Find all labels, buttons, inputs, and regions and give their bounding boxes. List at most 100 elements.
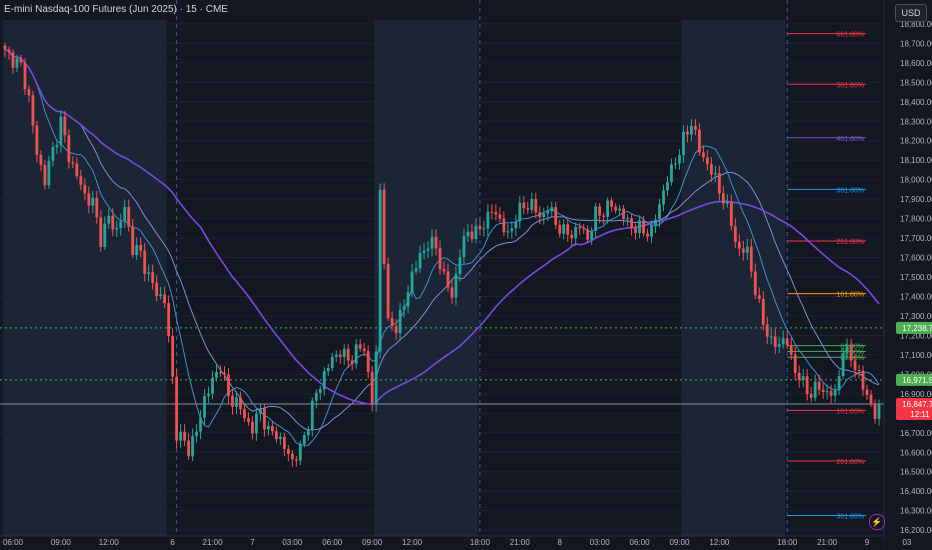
candle-body	[243, 409, 246, 419]
candle-body	[841, 353, 845, 376]
fib-level-label: 261.80%	[836, 459, 864, 466]
candle-body	[857, 370, 861, 372]
candle-body	[278, 436, 282, 440]
candle-body	[873, 404, 877, 419]
chart-title: E-mini Nasdaq-100 Futures (Jun 2025) · 1…	[4, 4, 228, 15]
candle-body	[650, 225, 653, 237]
session-bands	[3, 20, 786, 536]
price-tick-label: 17,600.00	[900, 254, 932, 263]
candle-body	[266, 426, 270, 430]
time-tick-label: 6	[170, 538, 175, 547]
candle-body	[678, 155, 681, 164]
price-tick-label: 16,200.00	[900, 526, 932, 535]
session-band	[3, 20, 167, 536]
lightning-icon[interactable]: ⚡	[869, 514, 885, 530]
candle-body	[861, 370, 865, 390]
currency-button[interactable]: USD	[895, 4, 927, 22]
horizontal-levels[interactable]	[0, 327, 884, 405]
candle-body	[15, 58, 19, 68]
candle-body	[833, 390, 837, 396]
session-band	[374, 20, 478, 536]
candle-body	[183, 431, 186, 441]
price-tick-label: 18,200.00	[900, 137, 932, 146]
price-tick-label: 16,600.00	[900, 448, 932, 457]
candle-body	[849, 344, 853, 361]
price-axis-bg	[884, 0, 932, 550]
candle-body	[107, 215, 111, 224]
time-axis[interactable]: 06:00 09:00 12:00 6 21:00 7 03:00 06:00 09:00 12:…	[0, 535, 912, 550]
candle-body	[590, 230, 594, 240]
candle-body	[59, 116, 63, 145]
price-tick-label: 16,400.00	[900, 487, 932, 496]
time-tick-label: 06:00	[630, 538, 651, 547]
candle-body	[821, 389, 825, 392]
candle-body	[11, 52, 15, 68]
candle-body	[151, 272, 155, 283]
time-tick-label: 09:00	[362, 538, 383, 547]
candle-body	[83, 184, 87, 194]
candle-body	[263, 408, 266, 430]
session-band	[681, 20, 786, 536]
candle-body	[534, 198, 538, 213]
price-axis[interactable]: 16,200.00 16,300.00 16,400.00 16,500.00 16,6…	[883, 0, 932, 550]
time-tick-label: 8	[558, 538, 563, 547]
time-axis-bg	[0, 536, 884, 550]
candle-body	[817, 381, 821, 390]
candle-body	[470, 231, 474, 239]
price-tick-label: 17,300.00	[900, 312, 932, 321]
candle-body	[506, 231, 510, 233]
candle-body	[215, 372, 218, 378]
candle-body	[474, 225, 478, 239]
candle-body	[494, 211, 498, 215]
candle-body	[290, 453, 294, 460]
candle-body	[642, 220, 645, 234]
candle-body	[143, 250, 147, 274]
grid-lines	[0, 23, 884, 531]
candle-body	[414, 268, 418, 272]
candle-body	[733, 226, 737, 242]
ma-mid-line	[4, 49, 880, 431]
candle-body	[191, 436, 194, 457]
candle-body	[346, 348, 350, 361]
price-tick-label: 18,700.00	[900, 39, 932, 48]
candle-body	[247, 418, 250, 422]
candle-body	[725, 201, 729, 204]
price-tag-label: 16,971.50	[902, 376, 932, 385]
candle-body	[773, 336, 777, 347]
candle-body	[542, 213, 546, 217]
fib-level-label: 461.80%	[836, 136, 864, 143]
candle-body	[338, 354, 342, 357]
candle-body	[682, 131, 685, 156]
candle-body	[219, 372, 222, 374]
candle-body	[127, 206, 131, 227]
candle-body	[777, 344, 781, 347]
candle-body	[434, 236, 438, 249]
price-tick-label: 18,500.00	[900, 78, 932, 87]
candle-body	[31, 95, 35, 126]
candle-body	[626, 218, 629, 220]
candle-body	[87, 193, 91, 206]
time-tick-label: 7	[250, 538, 255, 547]
candle-body	[135, 244, 139, 256]
candle-body	[310, 400, 314, 430]
candle-body	[398, 309, 402, 334]
candle-body	[255, 413, 258, 434]
candle-body	[314, 392, 318, 401]
candle-body	[761, 298, 765, 325]
candle-body	[318, 389, 322, 393]
candle-body	[741, 248, 745, 253]
candle-body	[35, 125, 39, 155]
price-tick-label: 18,300.00	[900, 117, 932, 126]
candle-body	[235, 397, 238, 407]
candle-body	[223, 372, 226, 375]
candle-body	[410, 271, 414, 293]
candle-body	[813, 381, 817, 398]
candle-body	[646, 233, 649, 237]
fib-level-label: 161.80%	[836, 292, 864, 299]
fib-level-label: 361.80%	[836, 514, 864, 521]
price-tag-bg	[896, 373, 932, 386]
candle-body	[694, 125, 697, 130]
candle-body	[793, 354, 797, 373]
candle-body	[115, 227, 119, 230]
